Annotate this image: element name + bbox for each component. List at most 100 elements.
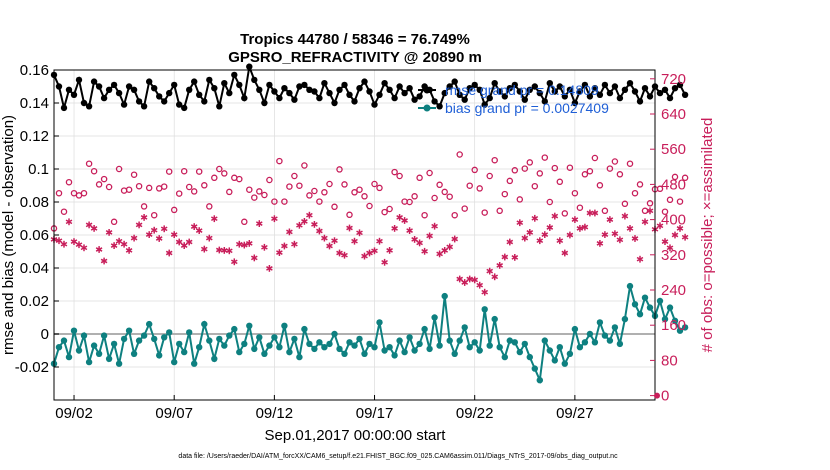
rmse-point	[75, 76, 83, 84]
possible-obs-point	[361, 193, 368, 200]
bias-point	[331, 330, 338, 338]
bias-point	[216, 335, 223, 343]
assimilated-obs-point	[205, 234, 213, 242]
possible-obs-point	[506, 177, 514, 185]
bias-point	[261, 350, 268, 357]
rmse-point	[361, 78, 368, 85]
rmse-point	[95, 83, 103, 90]
x-tick-label: 09/17	[356, 405, 394, 422]
bias-point	[631, 301, 639, 308]
rmse-point	[140, 103, 148, 110]
assimilated-obs-point	[356, 229, 363, 237]
assimilated-obs-point	[661, 238, 669, 246]
bias-point	[496, 344, 503, 351]
bias-point	[181, 348, 188, 356]
bias-point	[471, 339, 478, 346]
possible-obs-point	[221, 170, 228, 177]
x-tick-label: 09/22	[456, 405, 494, 422]
rmse-point	[381, 80, 388, 87]
rmse-point	[55, 83, 63, 90]
assimilated-obs-point	[301, 217, 308, 225]
possible-obs-point	[556, 178, 564, 186]
assimilated-obs-point	[95, 246, 103, 253]
assimilated-obs-point	[411, 235, 418, 243]
rmse-point	[531, 83, 538, 90]
possible-obs-point	[160, 183, 168, 190]
rmse-point	[616, 94, 624, 102]
assimilated-obs-point	[100, 257, 108, 265]
bias-point	[361, 350, 368, 357]
possible-obs-point	[145, 184, 153, 192]
rmse-point	[416, 93, 423, 100]
assimilated-obs-point	[296, 221, 303, 229]
rmse-point	[161, 98, 168, 105]
possible-obs-point	[331, 203, 338, 211]
bias-point	[306, 340, 313, 348]
bias-point	[386, 344, 393, 351]
bias-point	[60, 337, 68, 344]
bias-point	[551, 357, 558, 364]
assimilated-obs-point	[466, 275, 474, 283]
rmse-point	[326, 89, 333, 97]
bias-point	[226, 332, 233, 339]
left-tick-label: 0.08	[20, 194, 49, 211]
possible-obs-point	[226, 188, 233, 196]
assimilated-obs-point	[676, 224, 684, 232]
rmse-point	[346, 91, 353, 99]
possible-obs-point	[416, 174, 423, 182]
possible-obs-point	[601, 207, 609, 215]
rmse-point	[611, 83, 619, 90]
assimilated-obs-point	[666, 244, 674, 252]
bias-point	[196, 344, 203, 351]
rmse-point	[176, 101, 183, 108]
possible-obs-point	[301, 162, 308, 169]
possible-obs-point	[306, 192, 313, 199]
bias-point	[85, 358, 93, 366]
assimilated-obs-point	[255, 220, 263, 228]
assimilated-obs-point	[185, 238, 193, 246]
assimilated-obs-point	[120, 240, 128, 248]
assimilated-obs-point	[371, 247, 378, 255]
bias-point	[130, 350, 138, 357]
assimilated-obs-point	[621, 212, 629, 220]
assimilated-obs-point	[125, 246, 133, 254]
rmse-point	[571, 99, 579, 107]
assimilated-obs-point	[446, 243, 454, 251]
possible-obs-point	[110, 218, 118, 226]
possible-obs-point	[386, 205, 393, 213]
possible-obs-point	[115, 165, 123, 173]
possible-obs-point	[591, 154, 599, 162]
possible-obs-point	[461, 205, 468, 212]
rmse-point	[115, 89, 123, 97]
rmse-point	[231, 71, 238, 79]
rmse-point	[256, 86, 263, 94]
bias-point	[506, 337, 513, 344]
assimilated-obs-point	[346, 224, 353, 232]
rmse-point	[461, 96, 468, 103]
rmse-point	[276, 94, 283, 102]
chart-subtitle: GPSRO_REFRACTIVITY @ 20890 m	[228, 49, 482, 66]
left-tick-label: 0.02	[20, 293, 49, 310]
bias-point	[276, 344, 283, 351]
rmse-point	[391, 94, 398, 102]
possible-obs-point	[271, 198, 278, 205]
right-tick-label: 640	[661, 106, 686, 123]
bias-point	[476, 347, 483, 354]
assimilated-obs-point	[85, 221, 93, 229]
x-tick-label: 09/27	[556, 405, 594, 422]
bias-point	[75, 347, 83, 354]
rmse-point	[70, 91, 78, 99]
bias-point	[576, 344, 584, 351]
assimilated-obs-point	[496, 261, 504, 269]
assimilated-obs-point	[476, 281, 484, 289]
bias-point	[211, 355, 218, 362]
rmse-point	[281, 85, 288, 92]
possible-obs-point	[596, 182, 604, 189]
possible-obs-point	[611, 158, 619, 165]
possible-obs-point	[125, 186, 133, 193]
right-tick-label: 240	[661, 282, 686, 299]
bias-point	[486, 342, 493, 349]
assimilated-obs-point	[60, 240, 68, 248]
bias-point	[581, 339, 589, 346]
assimilated-obs-point	[155, 235, 163, 242]
